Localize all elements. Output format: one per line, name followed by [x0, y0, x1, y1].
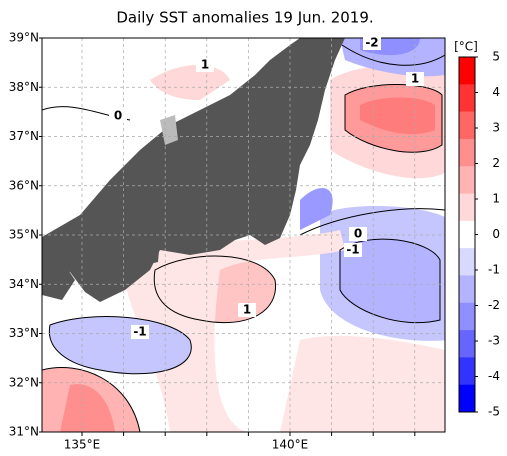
map-area: [42, 38, 445, 432]
colorbar-unit: [°C]: [454, 40, 478, 54]
colorbar-band: [459, 166, 475, 194]
lat-label: 31°N: [9, 425, 39, 439]
colorbar-band: [459, 357, 475, 385]
contour-label-bg: [196, 58, 214, 72]
lat-label: 32°N: [9, 375, 39, 389]
contour-label-bg: [131, 325, 149, 339]
colorbar-tick-label: 1: [492, 192, 500, 206]
lon-label: 140°E: [272, 438, 309, 452]
contour-label: 0: [354, 227, 362, 241]
contour-label-bg: [349, 227, 367, 241]
contour-label-bg: [109, 109, 127, 123]
colorbar-tick-label: -5: [488, 405, 500, 419]
colorbar-tick-label: 5: [492, 50, 500, 64]
colorbar-tick-label: 3: [492, 121, 500, 135]
contour-label-bg: [363, 36, 381, 50]
contour-label: 1: [243, 303, 251, 317]
contour-label: -1: [346, 243, 359, 257]
colorbar-band: [459, 193, 475, 222]
colorbar-band: [459, 84, 475, 112]
lat-label: 37°N: [9, 129, 39, 143]
colorbar-band: [459, 57, 475, 85]
contour-label-bg: [344, 243, 362, 257]
title: Daily SST anomalies 19 Jun. 2019.: [116, 9, 373, 27]
colorbar-tick-label: -4: [488, 369, 500, 383]
colorbar-band: [459, 302, 475, 331]
colorbar-band: [459, 220, 475, 249]
lat-label: 36°N: [9, 178, 39, 192]
lat-label: 33°N: [9, 326, 39, 340]
colorbar-band: [459, 248, 475, 276]
colorbar-band: [459, 275, 475, 304]
colorbar-band: [459, 330, 475, 358]
contour-label-bg: [238, 303, 256, 317]
contour-label: 0: [114, 109, 122, 123]
colorbar-band: [459, 138, 475, 167]
lat-label: 35°N: [9, 228, 39, 242]
colorbar-tick-label: -2: [488, 298, 500, 312]
colorbar-band: [459, 384, 475, 413]
lat-label: 34°N: [9, 277, 39, 291]
contour-label-bg: [406, 72, 424, 86]
contour-label: -1: [133, 325, 146, 339]
lat-label: 39°N: [9, 31, 39, 45]
colorbar-tick-label: 0: [492, 227, 500, 241]
contour-label: 1: [411, 72, 419, 86]
colorbar-tick-label: 2: [492, 156, 500, 170]
colorbar-tick-label: 4: [492, 85, 500, 99]
colorbar-tick-label: -3: [488, 334, 500, 348]
contour-label: -2: [365, 36, 378, 50]
lon-label: 135°E: [64, 438, 101, 452]
contour-label: 1: [201, 58, 209, 72]
colorbar-band: [459, 111, 475, 140]
colorbar-tick-label: -1: [488, 263, 500, 277]
lat-label: 38°N: [9, 80, 39, 94]
